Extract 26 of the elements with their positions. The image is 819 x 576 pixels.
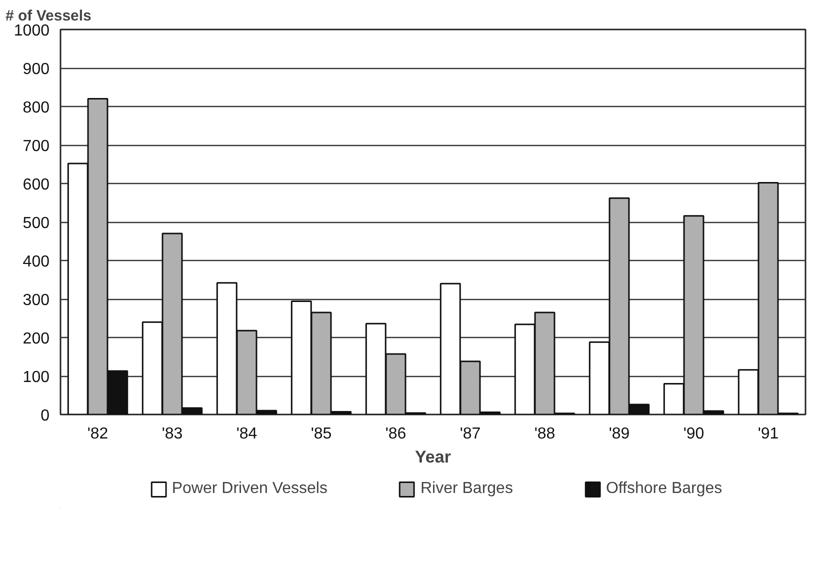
x-tick-label: '91 — [758, 426, 779, 442]
x-tick-label: '87 — [460, 426, 481, 442]
y-tick-label: 100 — [22, 369, 50, 386]
y-tick-label: 800 — [22, 100, 50, 116]
y-axis-title: # of Vessels — [6, 8, 92, 24]
legend-label: River Barges — [420, 480, 513, 498]
legend-label: Offshore Barges — [606, 480, 722, 498]
y-tick-label: 1000 — [14, 22, 50, 40]
y-tick-label: 300 — [22, 292, 50, 309]
y-tick-label: 400 — [22, 254, 50, 270]
x-tick-label: '82 — [87, 426, 108, 442]
legend-label: Power Driven Vessels — [172, 480, 328, 498]
x-tick-label: '89 — [608, 426, 630, 442]
x-tick-label: '88 — [534, 426, 556, 442]
y-tick-label: 900 — [22, 61, 50, 78]
x-tick-label: '84 — [236, 426, 258, 442]
y-tick-label: 600 — [22, 176, 50, 194]
y-tick-label: 700 — [22, 138, 50, 155]
y-tick-label: 0 — [40, 408, 50, 424]
x-tick-label: '83 — [162, 426, 183, 442]
x-axis-title: Year — [415, 448, 452, 466]
y-tick-label: 500 — [22, 215, 50, 232]
x-tick-label: '86 — [385, 426, 406, 442]
x-tick-label: '85 — [310, 426, 332, 442]
y-tick-label: 200 — [22, 330, 50, 348]
x-tick-label: '90 — [683, 426, 704, 442]
